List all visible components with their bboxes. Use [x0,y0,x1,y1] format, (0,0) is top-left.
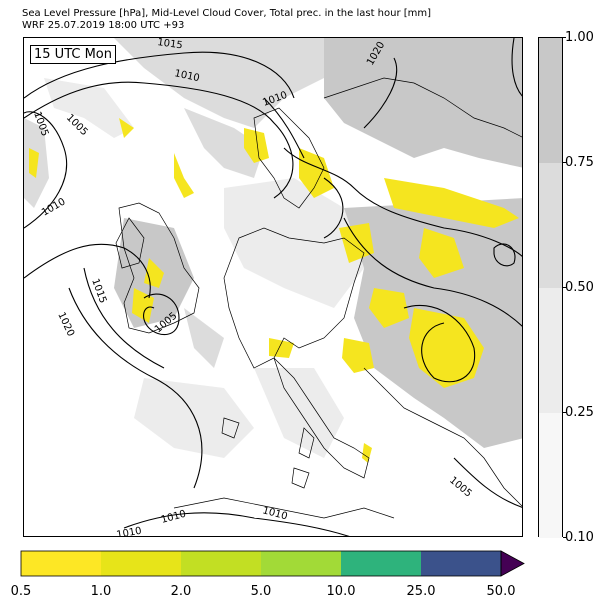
isobar-label: 1010 [116,526,143,537]
cloud-cover-colorbar-segment [539,163,562,288]
precipitation-layer [29,118,519,463]
precip-tick-label: 50.0 [486,584,516,599]
precip-tick-label: 2.0 [170,584,192,599]
precip-colorbar-segment [181,551,261,576]
precip-colorbar [20,550,525,577]
precip-colorbar-segment [261,551,341,576]
precip-colorbar-outline [20,550,502,577]
isobar-layer [24,38,522,536]
cloud-cover-colorbar-segment [539,288,562,413]
cloud-cover-tick-mark [563,412,566,413]
cloud-cover-tick-label: 1.00 [565,30,594,45]
precip-colorbar-segment [341,551,421,576]
cloud-cover-tick-mark [563,537,566,538]
isobar-label: 1005 [447,475,474,500]
map-title: Sea Level Pressure [hPa], Mid-Level Clou… [22,8,432,19]
isobar-label: 1015 [157,38,184,52]
cloud-cover-colorbar [538,37,563,538]
precip-tick-label: 1.0 [90,584,112,599]
map-subtitle: WRF 25.07.2019 18:00 UTC +93 [22,20,185,31]
precip-tick-label: 0.5 [10,584,32,599]
cloud-cover-tick-label: 0.50 [565,280,594,295]
precip-colorbar-segment [101,551,181,576]
cloud-cover-tick-mark [563,162,566,163]
isobar-label: 1010 [173,68,200,84]
map-canvas: 1015 1010 1005 1010 1020 1005 1010 1015 … [24,38,522,537]
isobar-label: 1015 [89,277,108,305]
cloud-cover-tick-label: 0.10 [565,530,594,545]
precip-tick-label: 5.0 [250,584,272,599]
precip-colorbar-segment [21,551,101,576]
precip-colorbar-extension [500,550,525,577]
cloud-cover-tick-mark [563,37,566,38]
valid-time-label: 15 UTC Mon [30,45,116,64]
cloud-cover-tick-label: 0.25 [565,405,594,420]
cloud-cover-tick-label: 0.75 [565,155,594,170]
isobar-label: 1020 [55,311,76,339]
cloud-cover-tick-mark [563,287,566,288]
weather-map: 1015 1010 1005 1010 1020 1005 1010 1015 … [23,37,523,537]
cloud-cover-colorbar-segment [539,413,562,538]
isobar-label: 1010 [160,509,187,526]
precip-colorbar-segment [421,551,501,576]
precip-tick-label: 25.0 [406,584,436,599]
precip-tick-label: 10.0 [326,584,356,599]
cloud-cover-layer [24,38,522,458]
coastline-layer [115,77,522,519]
cloud-cover-colorbar-segment [539,38,562,163]
